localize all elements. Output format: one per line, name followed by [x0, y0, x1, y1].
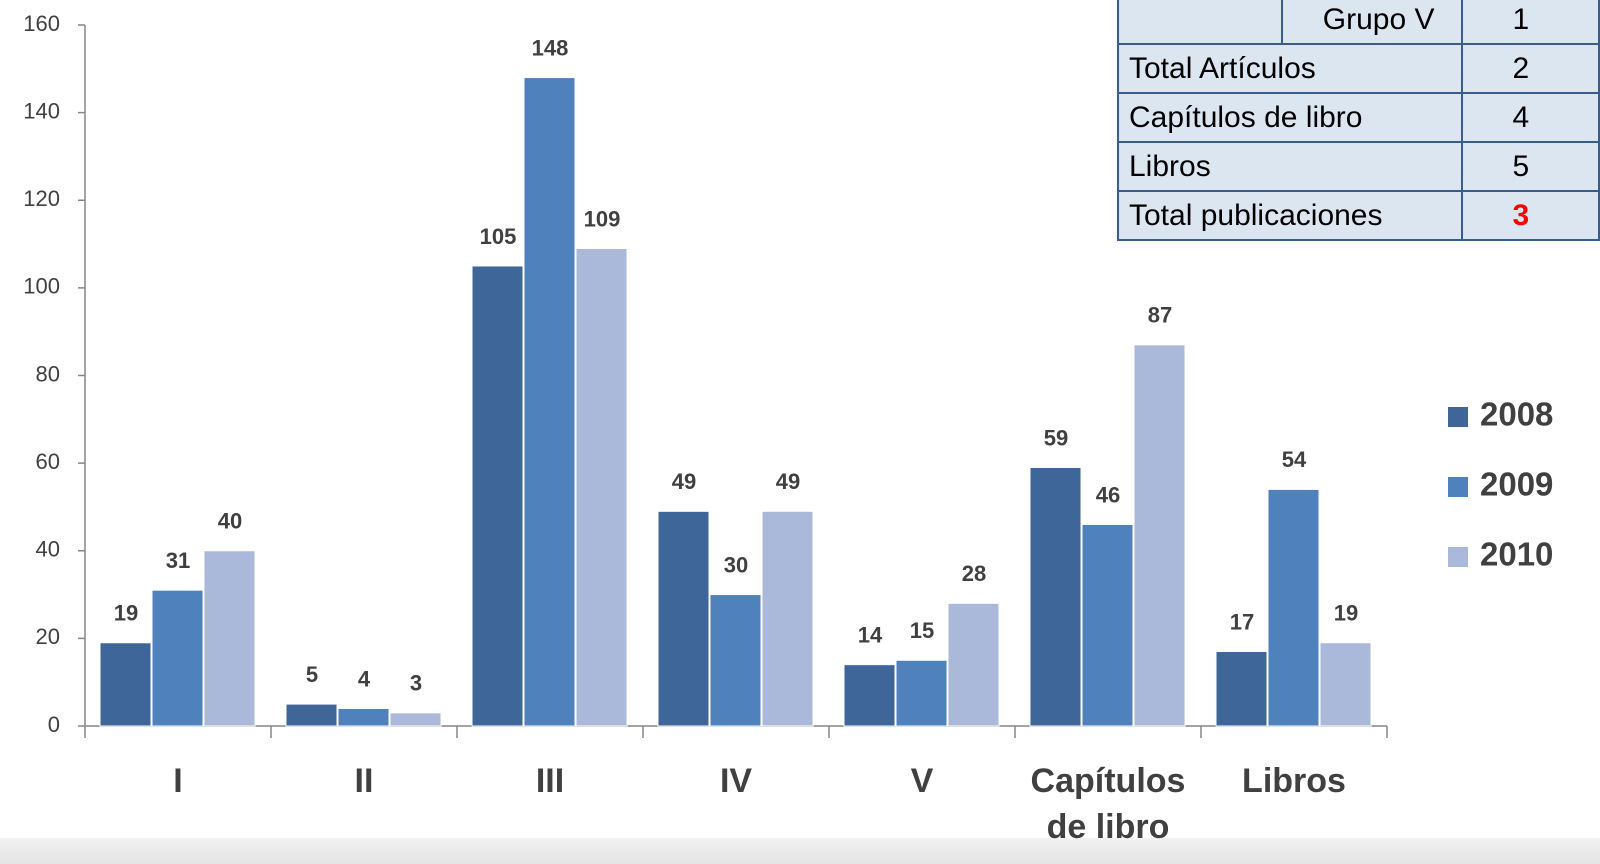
value-label: 5: [306, 662, 318, 687]
summary-table-wrap: Grupo V 1 Total Artículos 2 Capítulos de lib…: [0, 0, 1600, 264]
value-label: 40: [218, 509, 242, 534]
bar: [151, 589, 204, 727]
bar: [203, 550, 256, 727]
y-tick-label: 0: [48, 712, 60, 737]
table-cell: Libros: [1117, 141, 1463, 192]
x-tick-label: Capítulos de libro: [1030, 762, 1186, 846]
table-cell: Total publicaciones: [1117, 190, 1463, 241]
y-tick-label: 40: [36, 537, 60, 562]
table-cell: Total Artículos: [1117, 43, 1463, 94]
x-tick-label: Libros: [1242, 762, 1346, 800]
value-label: 49: [776, 469, 800, 494]
bar: [523, 77, 576, 727]
bar: [1081, 523, 1134, 727]
bar: [761, 510, 814, 727]
table-cell: 2: [1460, 43, 1600, 94]
legend-swatch: [1448, 477, 1468, 497]
table-cell: Grupo V: [1281, 0, 1463, 45]
value-label: 15: [910, 618, 934, 643]
y-tick-label: 60: [36, 449, 60, 474]
legend-swatch: [1448, 407, 1468, 427]
value-label: 49: [672, 469, 696, 494]
y-tick-label: 80: [36, 361, 60, 386]
bar: [285, 703, 338, 727]
value-label: 28: [962, 561, 986, 586]
y-tick-label: 100: [23, 274, 60, 299]
x-tick-label: V: [910, 762, 934, 800]
x-tick-label: II: [354, 762, 374, 800]
x-tick-label: I: [173, 762, 183, 800]
bar: [947, 602, 1000, 727]
bar: [709, 594, 762, 727]
table-row: Total Artículos 2: [1117, 43, 1600, 94]
table-cell: 1: [1460, 0, 1600, 45]
y-tick-label: 140: [23, 98, 60, 123]
value-label: 46: [1096, 482, 1120, 507]
value-label: 87: [1148, 303, 1172, 328]
bar: [1215, 651, 1268, 727]
table-cell: 4: [1460, 92, 1600, 143]
table-cell: [1116, 0, 1284, 45]
x-tick-label: IV: [719, 762, 753, 800]
bar: [843, 664, 896, 727]
x-tick-label: III: [535, 762, 565, 800]
y-tick-label: 160: [23, 11, 60, 36]
bar: [1267, 488, 1320, 727]
bar: [895, 659, 948, 727]
bar: [389, 712, 442, 727]
legend-label: 2008: [1480, 396, 1553, 433]
table-cell: 3: [1460, 190, 1600, 241]
value-label: 14: [858, 622, 883, 647]
bar: [657, 510, 710, 727]
value-label: 30: [724, 552, 748, 577]
value-label: 19: [114, 601, 138, 626]
bar: [1319, 642, 1372, 727]
value-label: 109: [584, 206, 621, 231]
table-row: Libros 5: [1117, 141, 1600, 192]
legend-swatch: [1448, 547, 1468, 567]
value-label: 19: [1334, 601, 1358, 626]
footer-band: [0, 838, 1600, 864]
value-label: 4: [358, 666, 371, 691]
value-label: 3: [410, 671, 422, 696]
summary-table: Grupo V 1 Total Artículos 2 Capítulos de lib…: [1116, 0, 1600, 241]
value-label: 59: [1044, 425, 1068, 450]
value-label: 31: [166, 548, 190, 573]
bar: [99, 642, 152, 727]
y-tick-label: 120: [23, 186, 60, 211]
bar: [1029, 467, 1082, 727]
bar: [575, 247, 628, 727]
table-row: Total publicaciones 3: [1117, 190, 1600, 241]
value-label: 17: [1230, 609, 1254, 634]
legend-label: 2009: [1480, 466, 1553, 503]
bar: [471, 265, 524, 727]
value-label: 148: [532, 35, 569, 60]
value-label: 54: [1282, 447, 1307, 472]
table-cell: Capítulos de libro: [1117, 92, 1463, 143]
y-tick-label: 20: [36, 624, 60, 649]
bar: [337, 707, 390, 727]
bar: [1133, 344, 1186, 727]
table-row: Capítulos de libro 4: [1117, 92, 1600, 143]
table-cell: 5: [1460, 141, 1600, 192]
value-label: 105: [480, 224, 517, 249]
legend-label: 2010: [1480, 536, 1553, 573]
